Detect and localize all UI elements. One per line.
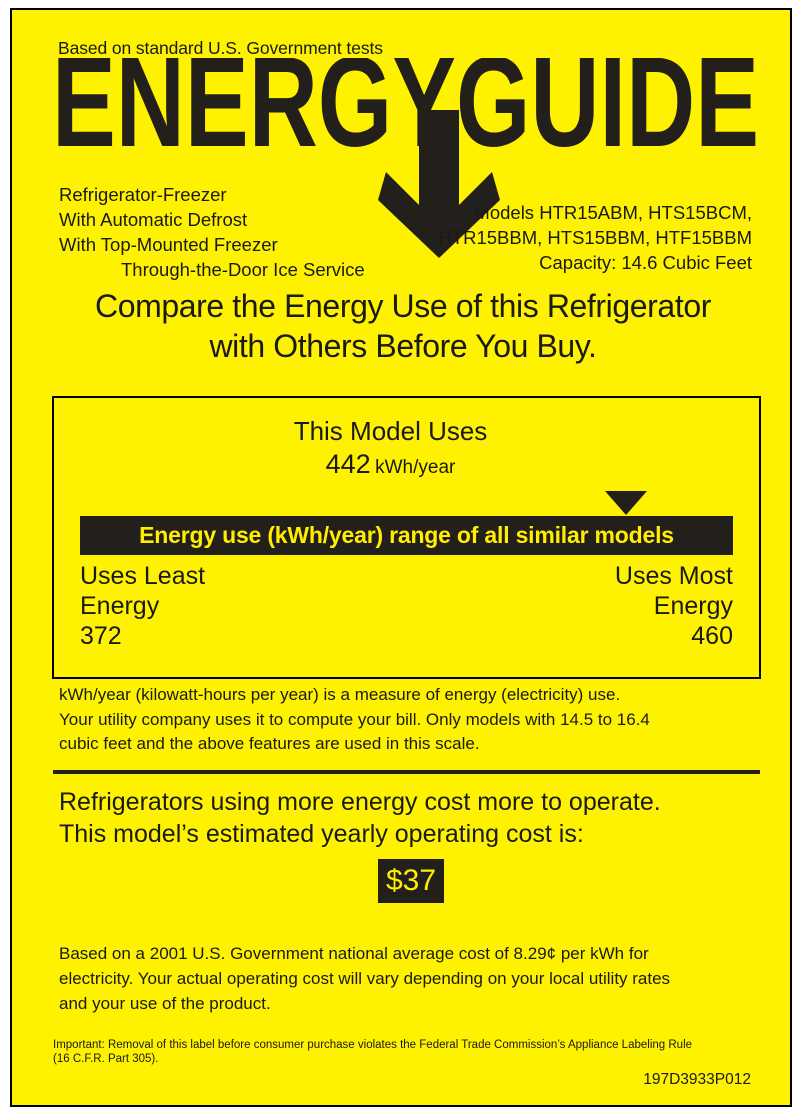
based-on-tests-note: Based on standard U.S. Government tests (58, 38, 383, 58)
ftc-fine-print-line-2: (16 C.F.R. Part 305). (53, 1053, 159, 1065)
operating-cost-headline-line-1: Refrigerators using more energy cost mor… (59, 788, 661, 816)
kwh-note-line-3: cubic feet and the above features are us… (59, 734, 480, 753)
energyguide-label: Based on standard U.S. Government tests … (10, 8, 792, 1107)
uses-most-label-line-2: Energy (653, 592, 733, 620)
energy-range-bar-label: Energy use (kWh/year) range of all simil… (139, 522, 674, 548)
energyguide-wordmark: ENERGYGUIDE (52, 58, 759, 163)
down-arrow-icon (378, 110, 500, 258)
models-line-1: Models HTR15ABM, HTS15BCM, (474, 202, 752, 223)
cost-basis-line-3: and your use of the product. (59, 994, 271, 1013)
this-model-uses-value: 442 (325, 449, 371, 479)
this-model-uses-label: This Model Uses (293, 416, 488, 446)
compare-headline: Compare the Energy Use of this Refrigera… (12, 286, 790, 366)
yearly-operating-cost-badge: $37 (378, 859, 444, 903)
feature-line-4: Through-the-Door Ice Service (121, 259, 365, 280)
energyguide-wordmark-text: ENERGYGUIDE (52, 58, 759, 163)
feature-line-3: With Top-Mounted Freezer (59, 234, 278, 255)
cost-basis-line-2: electricity. Your actual operating cost … (59, 969, 671, 988)
feature-line-1: Refrigerator-Freezer (59, 184, 227, 205)
kwh-explanation-note: kWh/year (kilowatt-hours per year) is a … (59, 683, 650, 757)
ftc-fine-print-line-1: Important: Removal of this label before … (53, 1039, 693, 1051)
this-model-uses-block: This Model Uses 442 kWh/year (54, 416, 763, 485)
compare-headline-line-1: Compare the Energy Use of this Refrigera… (95, 288, 711, 324)
operating-cost-headline: Refrigerators using more energy cost mor… (59, 786, 661, 850)
feature-line-2: With Automatic Defrost (59, 209, 248, 230)
uses-least-energy-block: Uses Least Energy 372 (80, 561, 205, 651)
capacity-line: Capacity: 14.6 Cubic Feet (539, 252, 752, 273)
model-numbers: Models HTR15ABM, HTS15BCM, HTR15BBM, HTS… (438, 200, 752, 275)
uses-most-value: 460 (691, 622, 733, 650)
kwh-note-line-2: Your utility company uses it to compute … (59, 709, 650, 729)
cost-basis-line-1: Based on a 2001 U.S. Government national… (59, 944, 649, 963)
energy-range-bar: Energy use (kWh/year) range of all simil… (80, 516, 733, 555)
energyguide-wordmark-svg: ENERGYGUIDE (52, 58, 759, 163)
kwh-note-line-1: kWh/year (kilowatt-hours per year) is a … (59, 685, 621, 704)
ftc-fine-print: Important: Removal of this label before … (53, 1038, 692, 1066)
energy-scale-box: This Model Uses 442 kWh/year Energy use … (52, 396, 761, 679)
product-features: Refrigerator-Freezer With Automatic Defr… (59, 182, 365, 282)
uses-least-label-line-1: Uses Least (80, 562, 206, 590)
operating-cost-headline-line-2: This model’s estimated yearly operating … (59, 820, 584, 848)
part-number: 197D3933P012 (643, 1071, 751, 1088)
this-model-uses-unit: kWh/year (375, 457, 456, 478)
uses-most-energy-block: Uses Most Energy 460 (615, 561, 733, 651)
compare-headline-line-2: with Others Before You Buy. (209, 328, 597, 364)
section-divider (53, 770, 760, 774)
yearly-operating-cost-amount: $37 (385, 864, 437, 897)
models-line-2: HTR15BBM, HTS15BBM, HTF15BBM (438, 227, 752, 248)
uses-least-value: 372 (80, 622, 122, 650)
uses-least-label-line-2: Energy (80, 592, 160, 620)
this-model-uses-value-line: 442 kWh/year (54, 448, 727, 485)
cost-basis-note: Based on a 2001 U.S. Government national… (59, 941, 670, 1016)
down-triangle-pointer-icon (605, 491, 647, 515)
uses-most-label-line-1: Uses Most (614, 562, 733, 590)
